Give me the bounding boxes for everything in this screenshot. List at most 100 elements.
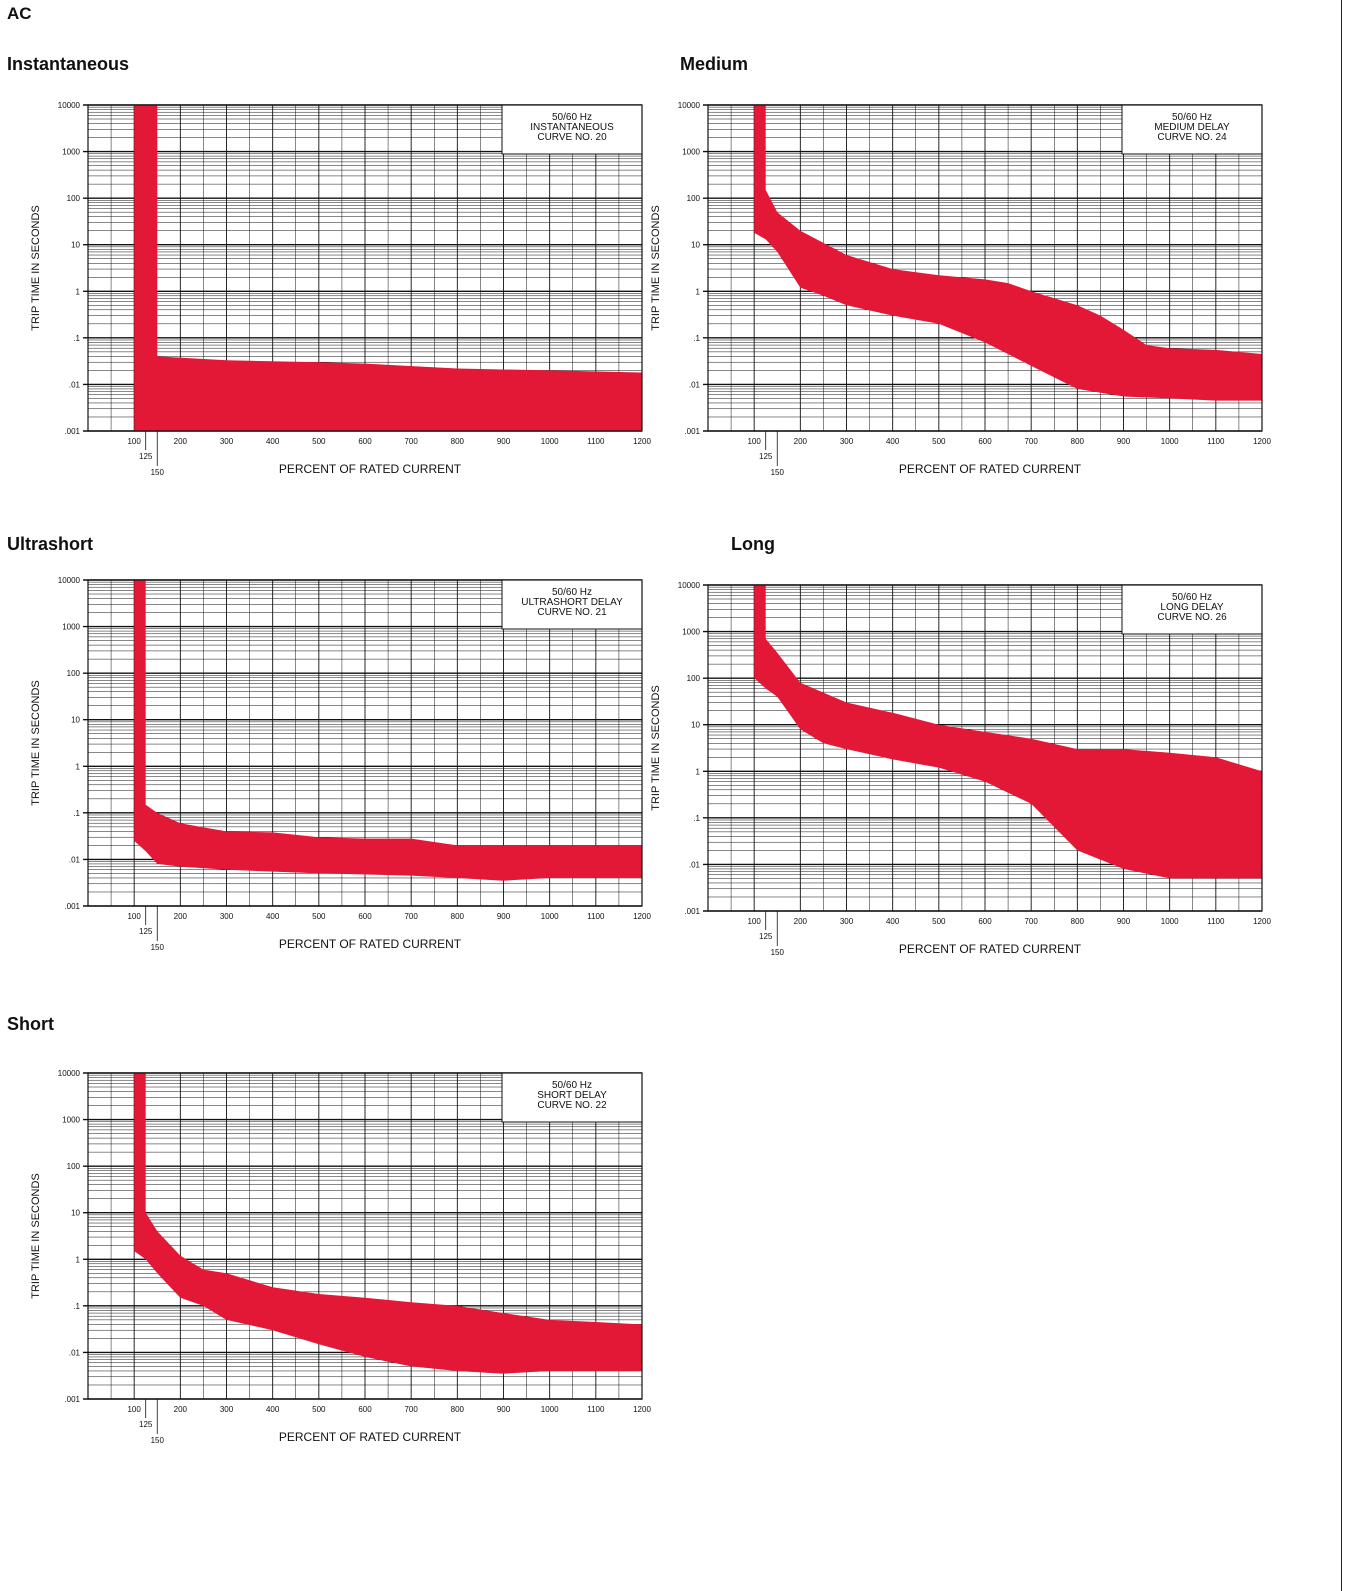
y-tick-label: 1000 <box>62 1116 80 1125</box>
x-axis-title: PERCENT OF RATED CURRENT <box>899 462 1082 476</box>
y-tick-label: 100 <box>67 1162 81 1171</box>
y-tick-label: 1 <box>76 1255 81 1264</box>
x-tick-label: 125 <box>139 1420 153 1429</box>
x-tick-label: 800 <box>1071 917 1085 926</box>
x-tick-label: 125 <box>759 932 773 941</box>
x-tick-label: 700 <box>404 912 418 921</box>
y-tick-label: 10000 <box>678 581 701 590</box>
y-tick-label: .01 <box>69 380 81 389</box>
plot-frame <box>707 584 1263 912</box>
y-axis-title: TRIP TIME IN SECONDS <box>30 1173 42 1299</box>
legend-line: 50/60 Hz <box>1172 112 1212 123</box>
legend-line: INSTANTANEOUS <box>530 122 614 133</box>
y-tick-label: 1 <box>76 762 81 771</box>
x-axis-title: PERCENT OF RATED CURRENT <box>279 937 462 951</box>
section-heading-short: Short <box>7 1014 54 1034</box>
x-tick-label: 1000 <box>541 437 559 446</box>
x-tick-label: 1100 <box>1207 437 1225 446</box>
x-tick-label: 150 <box>771 948 785 957</box>
legend-box <box>1121 584 1263 635</box>
y-tick-label: 100 <box>687 674 701 683</box>
x-tick-label: 800 <box>451 1405 465 1414</box>
trip-band <box>134 580 642 881</box>
legend-box <box>501 104 643 155</box>
x-tick-label: 600 <box>358 437 372 446</box>
y-tick-label: 100 <box>67 669 81 678</box>
x-tick-label: 900 <box>497 912 511 921</box>
legend-line: 50/60 Hz <box>552 1080 592 1091</box>
y-tick-label: 10000 <box>58 101 81 110</box>
x-tick-label: 900 <box>1117 917 1131 926</box>
x-tick-label: 700 <box>1024 437 1038 446</box>
y-axis-title: TRIP TIME IN SECONDS <box>650 205 662 331</box>
x-tick-label: 300 <box>840 917 854 926</box>
x-tick-label: 500 <box>312 912 326 921</box>
y-tick-label: 1 <box>696 767 701 776</box>
x-tick-label: 800 <box>1071 437 1085 446</box>
legend-line: 50/60 Hz <box>552 587 592 598</box>
y-tick-label: 10 <box>71 1209 80 1218</box>
x-tick-label: 300 <box>220 437 234 446</box>
y-tick-label: 1000 <box>62 148 80 157</box>
y-tick-label: 1000 <box>682 628 700 637</box>
legend-line: CURVE NO. 24 <box>1157 132 1227 143</box>
x-tick-label: 100 <box>127 1405 141 1414</box>
y-tick-label: .001 <box>64 902 80 911</box>
y-tick-label: .01 <box>69 855 81 864</box>
plot-frame <box>87 104 643 432</box>
section-heading-medium: Medium <box>680 54 749 74</box>
x-axis-title: PERCENT OF RATED CURRENT <box>279 462 462 476</box>
x-tick-label: 400 <box>266 437 280 446</box>
section-heading-ultrashort: Ultrashort <box>7 534 94 554</box>
x-tick-label: 600 <box>978 437 992 446</box>
x-tick-label: 600 <box>358 912 372 921</box>
y-tick-label: .01 <box>69 1348 81 1357</box>
trip-band <box>134 1073 642 1374</box>
y-tick-label: 10 <box>691 721 700 730</box>
legend-box <box>1121 104 1263 155</box>
x-tick-label: 800 <box>451 437 465 446</box>
x-tick-label: 400 <box>886 437 900 446</box>
legend-line: CURVE NO. 21 <box>537 607 607 618</box>
x-tick-label: 400 <box>266 1405 280 1414</box>
trip-band <box>754 585 1262 879</box>
plot-frame <box>87 1072 643 1400</box>
x-tick-label: 150 <box>151 1436 165 1445</box>
x-tick-label: 125 <box>139 452 153 461</box>
x-tick-label: 150 <box>771 468 785 477</box>
y-tick-label: 100 <box>67 194 81 203</box>
legend-line: CURVE NO. 20 <box>537 132 607 143</box>
x-tick-label: 1000 <box>541 1405 559 1414</box>
y-axis-title: TRIP TIME IN SECONDS <box>30 205 42 331</box>
legend-line: CURVE NO. 26 <box>1157 612 1227 623</box>
section-heading-long: Long <box>731 534 775 554</box>
x-tick-label: 1200 <box>633 912 651 921</box>
y-tick-label: 1 <box>696 287 701 296</box>
y-tick-label: 100 <box>687 194 701 203</box>
y-tick-label: 10 <box>71 716 80 725</box>
y-tick-label: .1 <box>73 809 80 818</box>
x-tick-label: 125 <box>759 452 773 461</box>
x-tick-label: 900 <box>497 1405 511 1414</box>
x-tick-label: 150 <box>151 468 165 477</box>
x-tick-label: 1000 <box>1161 437 1179 446</box>
x-tick-label: 900 <box>1117 437 1131 446</box>
section-heading-instantaneous: Instantaneous <box>7 54 130 74</box>
legend-line: 50/60 Hz <box>1172 592 1212 603</box>
x-tick-label: 1100 <box>587 437 605 446</box>
x-tick-label: 700 <box>404 1405 418 1414</box>
x-axis-title: PERCENT OF RATED CURRENT <box>899 942 1082 956</box>
x-tick-label: 900 <box>497 437 511 446</box>
x-tick-label: 400 <box>266 912 280 921</box>
legend-box <box>501 1072 643 1123</box>
x-tick-label: 100 <box>747 917 761 926</box>
y-tick-label: .1 <box>693 334 700 343</box>
y-tick-label: 1000 <box>62 623 80 632</box>
legend-box <box>501 579 643 630</box>
x-tick-label: 100 <box>127 437 141 446</box>
y-tick-label: .001 <box>64 427 80 436</box>
y-tick-label: 10 <box>71 241 80 250</box>
